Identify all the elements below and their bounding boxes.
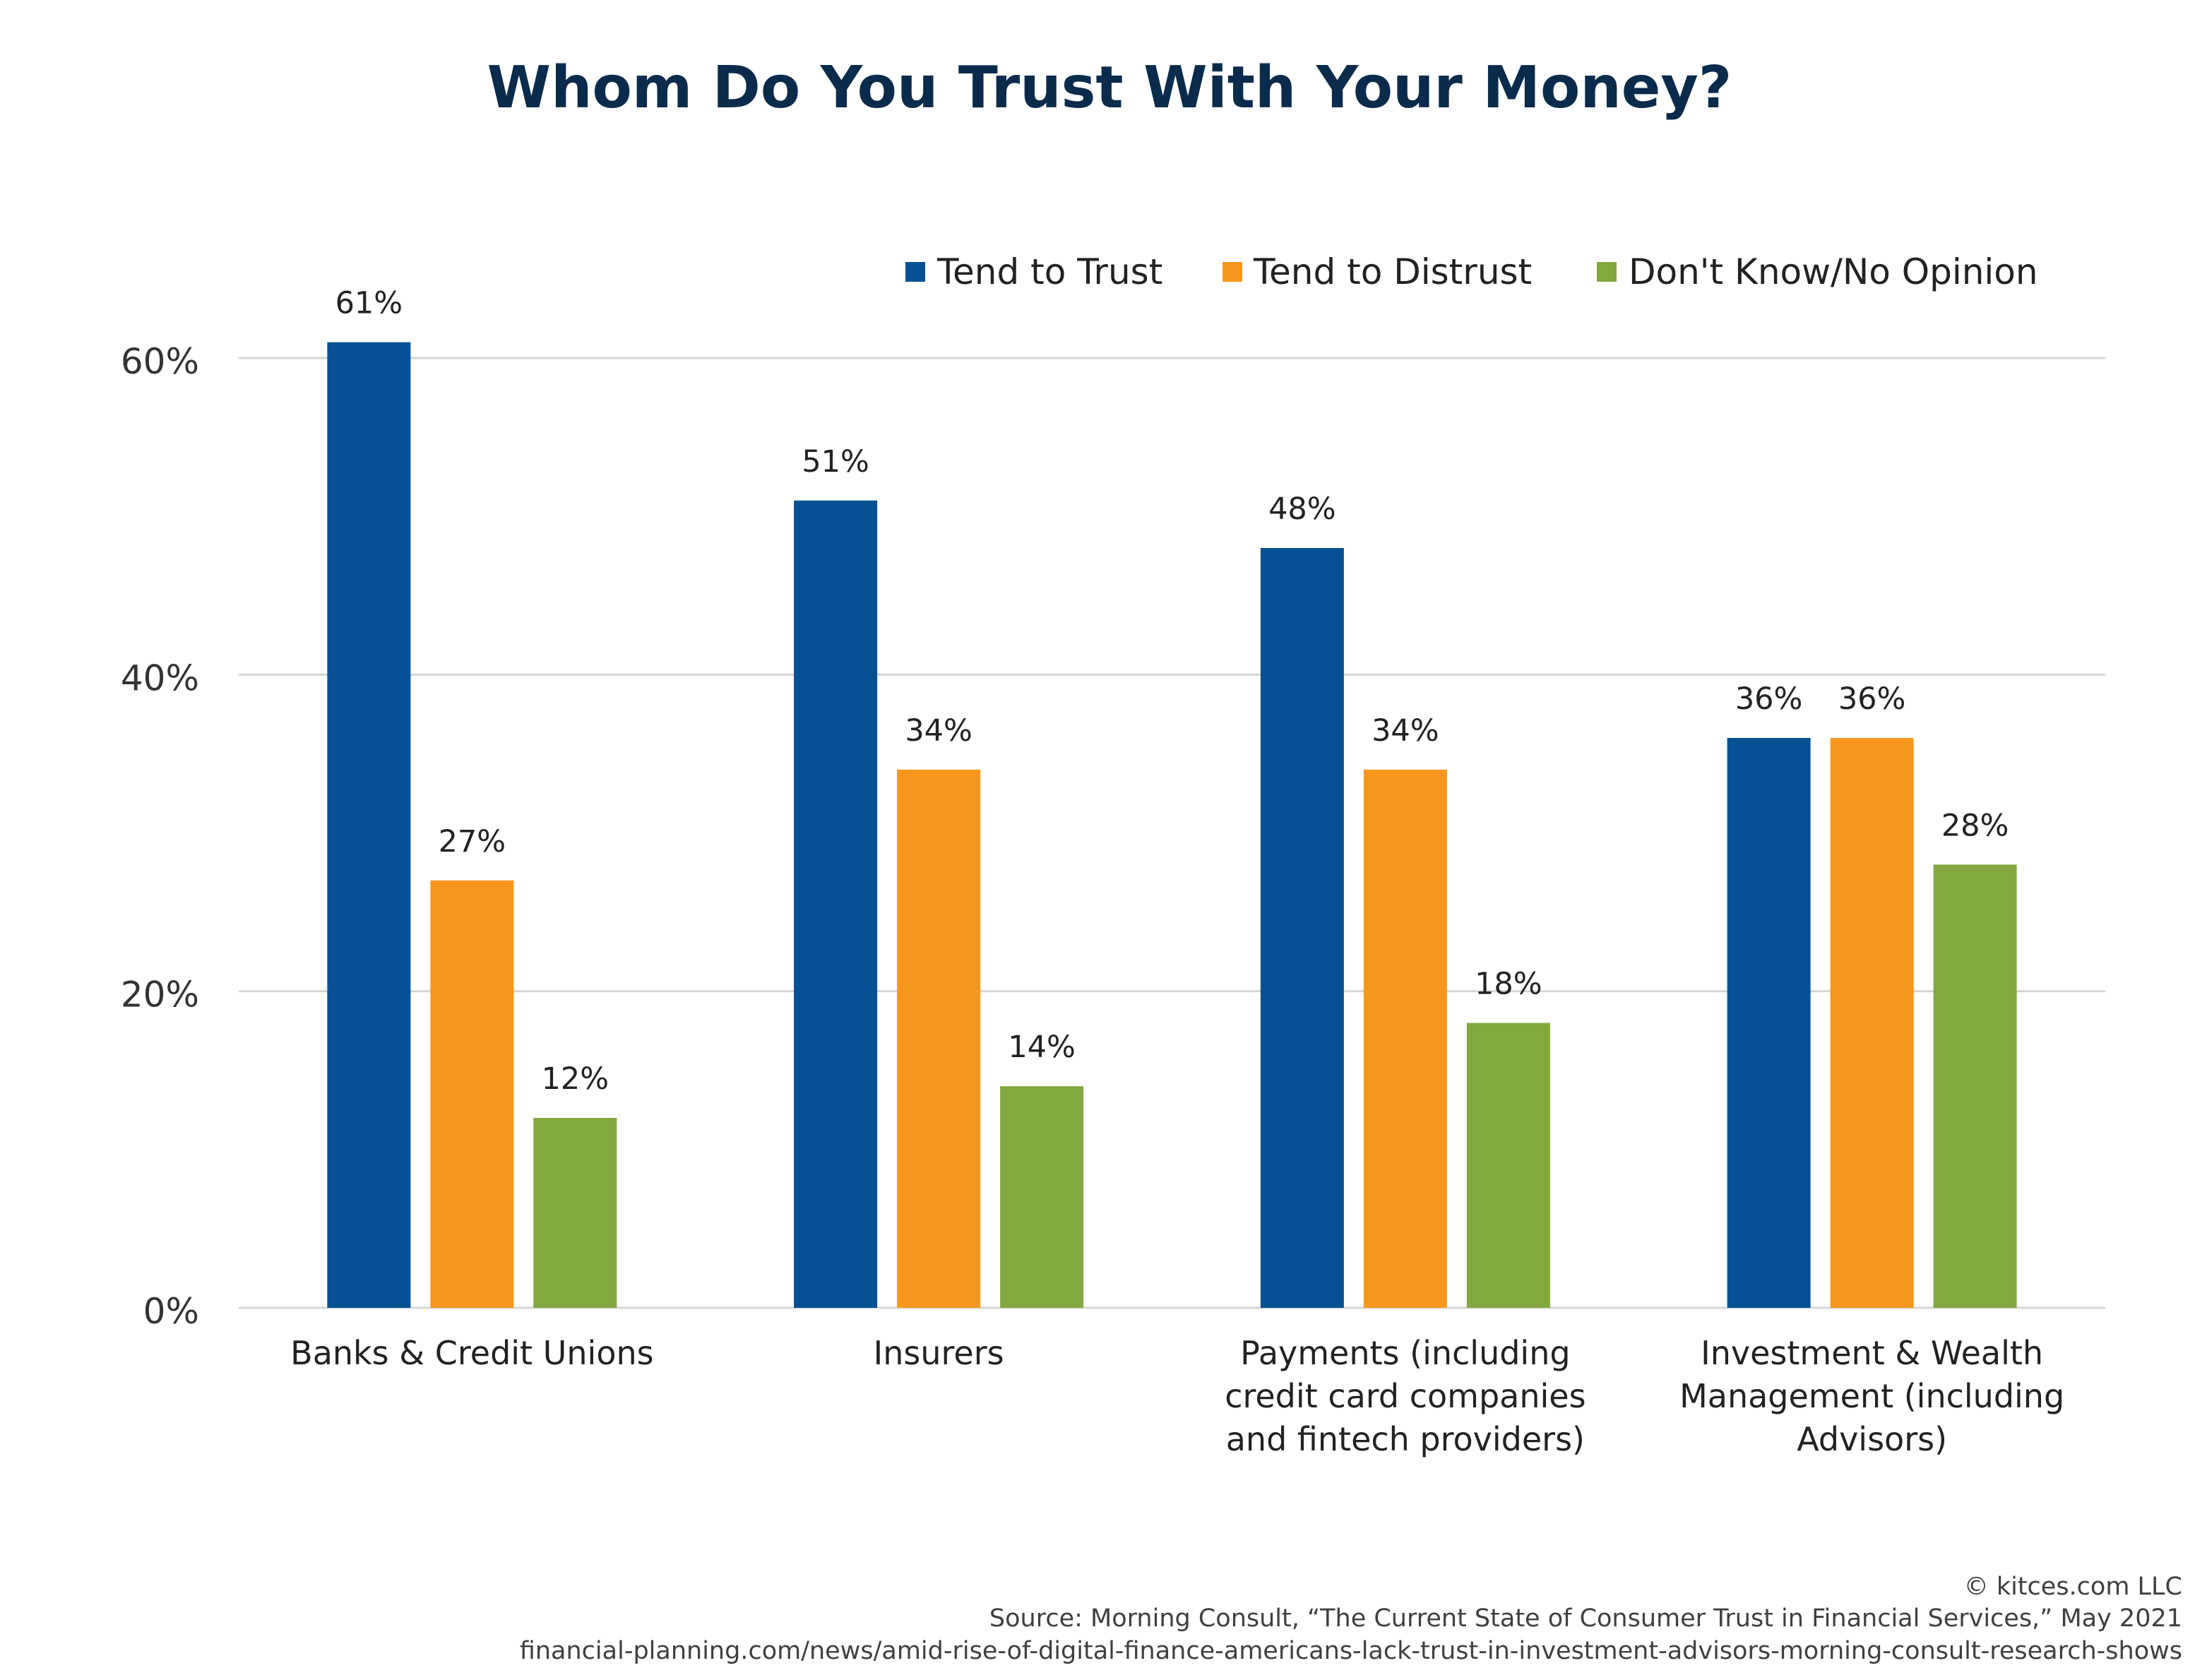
- legend-label: Don't Know/No Opinion: [1629, 251, 2038, 292]
- bar: [897, 769, 981, 1308]
- data-label: 48%: [1268, 492, 1336, 527]
- data-label: 36%: [1838, 681, 1906, 717]
- bar: [794, 500, 878, 1308]
- gridlines-layer: [239, 357, 2105, 1309]
- copyright-text: © kitces.com LLC: [1964, 1573, 2182, 1601]
- bar: [327, 342, 411, 1308]
- data-label: 27%: [439, 824, 506, 859]
- y-tick-label: 60%: [121, 341, 199, 382]
- data-label: 28%: [1941, 808, 2009, 843]
- x-category-label: Payments (including: [1240, 1334, 1570, 1372]
- data-label: 18%: [1475, 967, 1542, 1002]
- data-label: 36%: [1735, 681, 1803, 717]
- bar: [1933, 864, 2017, 1308]
- source-url-text: financial-planning.com/news/amid-rise-of…: [520, 1637, 2182, 1665]
- y-tick-label: 20%: [121, 975, 199, 1015]
- legend-label: Tend to Distrust: [1253, 251, 1532, 292]
- x-category-label: Investment & Wealth: [1701, 1334, 2043, 1372]
- bar: [1830, 738, 1914, 1308]
- legend: Tend to Trust Tend to Distrust Don't Know/…: [905, 251, 2038, 292]
- data-label: 61%: [335, 286, 403, 321]
- legend-swatch: [1223, 262, 1242, 282]
- chart-title: Whom Do You Trust With Your Money?: [487, 54, 1732, 121]
- bars-layer: [327, 342, 2017, 1308]
- data-label: 14%: [1008, 1030, 1076, 1065]
- bar: [430, 880, 514, 1308]
- footer: © kitces.com LLC Source: Morning Consult,…: [520, 1573, 2182, 1665]
- bar: [1000, 1086, 1084, 1308]
- y-tick-label: 40%: [121, 657, 199, 698]
- legend-swatch: [905, 262, 925, 282]
- data-label: 12%: [542, 1061, 609, 1097]
- x-category-label: Banks & Credit Unions: [290, 1334, 653, 1372]
- data-label: 51%: [802, 444, 869, 479]
- bar: [1260, 548, 1344, 1308]
- legend-label: Tend to Trust: [936, 251, 1162, 292]
- data-label: 34%: [1372, 713, 1439, 749]
- x-category-label: Management (including: [1679, 1377, 2064, 1415]
- x-category-label: and fintech providers): [1226, 1420, 1585, 1458]
- bar: [533, 1118, 617, 1308]
- bar: [1466, 1023, 1550, 1308]
- bar: [1363, 769, 1447, 1308]
- legend-swatch: [1597, 262, 1617, 282]
- source-text: Source: Morning Consult, “The Current St…: [989, 1604, 2182, 1633]
- data-labels-layer: 61% 27% 12% 51% 34% 14% 48% 34% 18% 36% 36% 28%: [335, 286, 2009, 1097]
- bar: [1727, 738, 1811, 1308]
- x-category-label: Advisors): [1797, 1420, 1947, 1458]
- x-category-label: credit card companies: [1225, 1377, 1586, 1415]
- y-tick-label: 0%: [143, 1291, 199, 1332]
- x-category-label: Insurers: [874, 1334, 1004, 1372]
- data-label: 34%: [905, 713, 972, 749]
- axis-layer: 0% 20% 40% 60% Banks & Credit Unions Insurers…: [121, 341, 2105, 1458]
